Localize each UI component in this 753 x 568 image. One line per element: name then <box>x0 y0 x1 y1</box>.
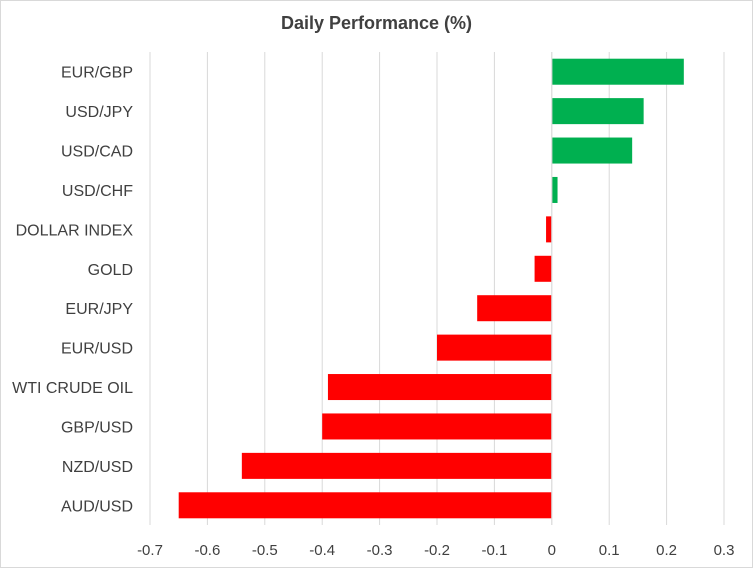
category-label: USD/CAD <box>61 144 133 161</box>
x-tick-label: -0.4 <box>309 542 335 559</box>
category-label: EUR/JPY <box>65 301 133 318</box>
x-tick-label: 0.2 <box>656 542 677 559</box>
bar-gold <box>534 255 552 282</box>
x-tick-label: -0.6 <box>194 542 220 559</box>
bar-eur-jpy <box>477 295 552 322</box>
category-label: AUD/USD <box>61 498 133 515</box>
category-label: DOLLAR INDEX <box>16 222 134 239</box>
x-tick-label: -0.1 <box>481 542 507 559</box>
category-label: USD/JPY <box>65 104 133 121</box>
x-tick-label: 0.1 <box>599 542 620 559</box>
bar-eur-usd <box>437 334 552 361</box>
bar-usd-chf <box>551 176 558 203</box>
category-label: GOLD <box>88 262 133 279</box>
x-tick-label: -0.3 <box>367 542 393 559</box>
category-label: WTI CRUDE OIL <box>12 380 133 397</box>
category-label: NZD/USD <box>62 459 133 476</box>
bar-usd-jpy <box>551 98 644 125</box>
bar-eur-gbp <box>551 58 684 85</box>
gridlines <box>149 52 725 525</box>
bars <box>178 58 684 519</box>
bar-dollar-index <box>546 216 552 243</box>
bar-gbp-usd <box>322 413 552 440</box>
x-tick-label: -0.7 <box>137 542 163 559</box>
chart-title: Daily Performance (%) <box>280 13 473 33</box>
bar-wti-crude-oil <box>327 374 552 401</box>
x-tick-label: 0.3 <box>714 542 735 559</box>
category-labels: EUR/GBP USD/JPY USD/CAD USD/CHF DOLLAR INDEX… <box>12 65 133 516</box>
category-label: USD/CHF <box>62 183 133 200</box>
bar-aud-usd <box>178 492 552 519</box>
category-label: GBP/USD <box>61 419 133 436</box>
tick-labels: -0.7 -0.6 -0.5 -0.4 -0.3 -0.2 -0.1 0 0.1 0.2 0.3 <box>137 542 734 559</box>
category-label: EUR/GBP <box>61 65 133 82</box>
category-label: EUR/USD <box>61 341 133 358</box>
x-tick-label: -0.2 <box>424 542 450 559</box>
bar-usd-cad <box>551 137 633 164</box>
x-tick-label: -0.5 <box>252 542 278 559</box>
bar-nzd-usd <box>241 452 552 479</box>
x-tick-label: 0 <box>548 542 556 559</box>
